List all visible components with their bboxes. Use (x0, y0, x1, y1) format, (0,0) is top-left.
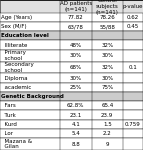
Text: 32%: 32% (101, 65, 113, 70)
Bar (0, 50, 143, 62)
Text: 32%: 32% (101, 43, 113, 48)
Text: 63/78: 63/78 (68, 24, 84, 29)
Text: 55/88: 55/88 (99, 24, 115, 29)
Text: 77.82: 77.82 (68, 15, 84, 20)
Text: 8.8: 8.8 (71, 142, 80, 147)
Text: 30%: 30% (101, 76, 113, 81)
Text: 0.62: 0.62 (127, 15, 139, 20)
Text: Age (Years): Age (Years) (1, 15, 33, 20)
Text: Diploma: Diploma (1, 76, 28, 81)
Text: 75%: 75% (101, 85, 113, 90)
Bar (0, 110, 143, 120)
Text: Primary
  school: Primary school (1, 50, 26, 61)
Text: 78.26: 78.26 (99, 15, 115, 20)
Text: 48%: 48% (70, 43, 82, 48)
Text: Education level: Education level (1, 33, 49, 38)
Text: 1.5: 1.5 (103, 122, 112, 127)
Text: Mazana &
  Gilan: Mazana & Gilan (1, 139, 33, 149)
Text: 9: 9 (106, 142, 109, 147)
Text: 62.8%: 62.8% (67, 103, 85, 108)
Text: Kurd: Kurd (1, 122, 17, 127)
Bar (0, 138, 143, 150)
Text: 5.4: 5.4 (71, 131, 80, 136)
Text: Sex (M/F): Sex (M/F) (1, 24, 27, 29)
Bar (0, 22, 143, 31)
Text: Turk: Turk (1, 112, 16, 117)
Text: Control
subjects
(n=141): Control subjects (n=141) (96, 0, 119, 15)
Text: p-value: p-value (123, 4, 143, 9)
Text: 0.759: 0.759 (125, 122, 141, 127)
Text: Genetic Background: Genetic Background (1, 94, 64, 99)
Bar (0, 101, 143, 110)
Bar (0, 129, 143, 138)
Text: AD patients
(n=141): AD patients (n=141) (60, 1, 92, 12)
Bar (0, 0, 143, 13)
Bar (0, 74, 143, 83)
Text: 2.2: 2.2 (103, 131, 112, 136)
Bar (0, 83, 143, 92)
Bar (0, 120, 143, 129)
Bar (0, 13, 143, 22)
Text: 23.9: 23.9 (101, 112, 113, 117)
Bar (0, 31, 143, 40)
Text: Fars: Fars (1, 103, 16, 108)
Text: academic: academic (1, 85, 32, 90)
Text: Lor: Lor (1, 131, 13, 136)
Text: 25%: 25% (70, 85, 82, 90)
Text: 23.1: 23.1 (70, 112, 82, 117)
Text: 4.1: 4.1 (71, 122, 80, 127)
Text: Illiterate: Illiterate (1, 43, 28, 48)
Bar (0, 40, 143, 50)
Text: 0.45: 0.45 (127, 24, 139, 29)
Bar (0, 92, 143, 101)
Text: 30%: 30% (70, 76, 82, 81)
Bar (0, 62, 143, 74)
Text: 68%: 68% (70, 65, 82, 70)
Text: 0.1: 0.1 (129, 65, 137, 70)
Text: Secondary
  school: Secondary school (1, 62, 34, 73)
Text: 65.4: 65.4 (101, 103, 113, 108)
Text: 30%: 30% (70, 53, 82, 58)
Text: 30%: 30% (101, 53, 113, 58)
